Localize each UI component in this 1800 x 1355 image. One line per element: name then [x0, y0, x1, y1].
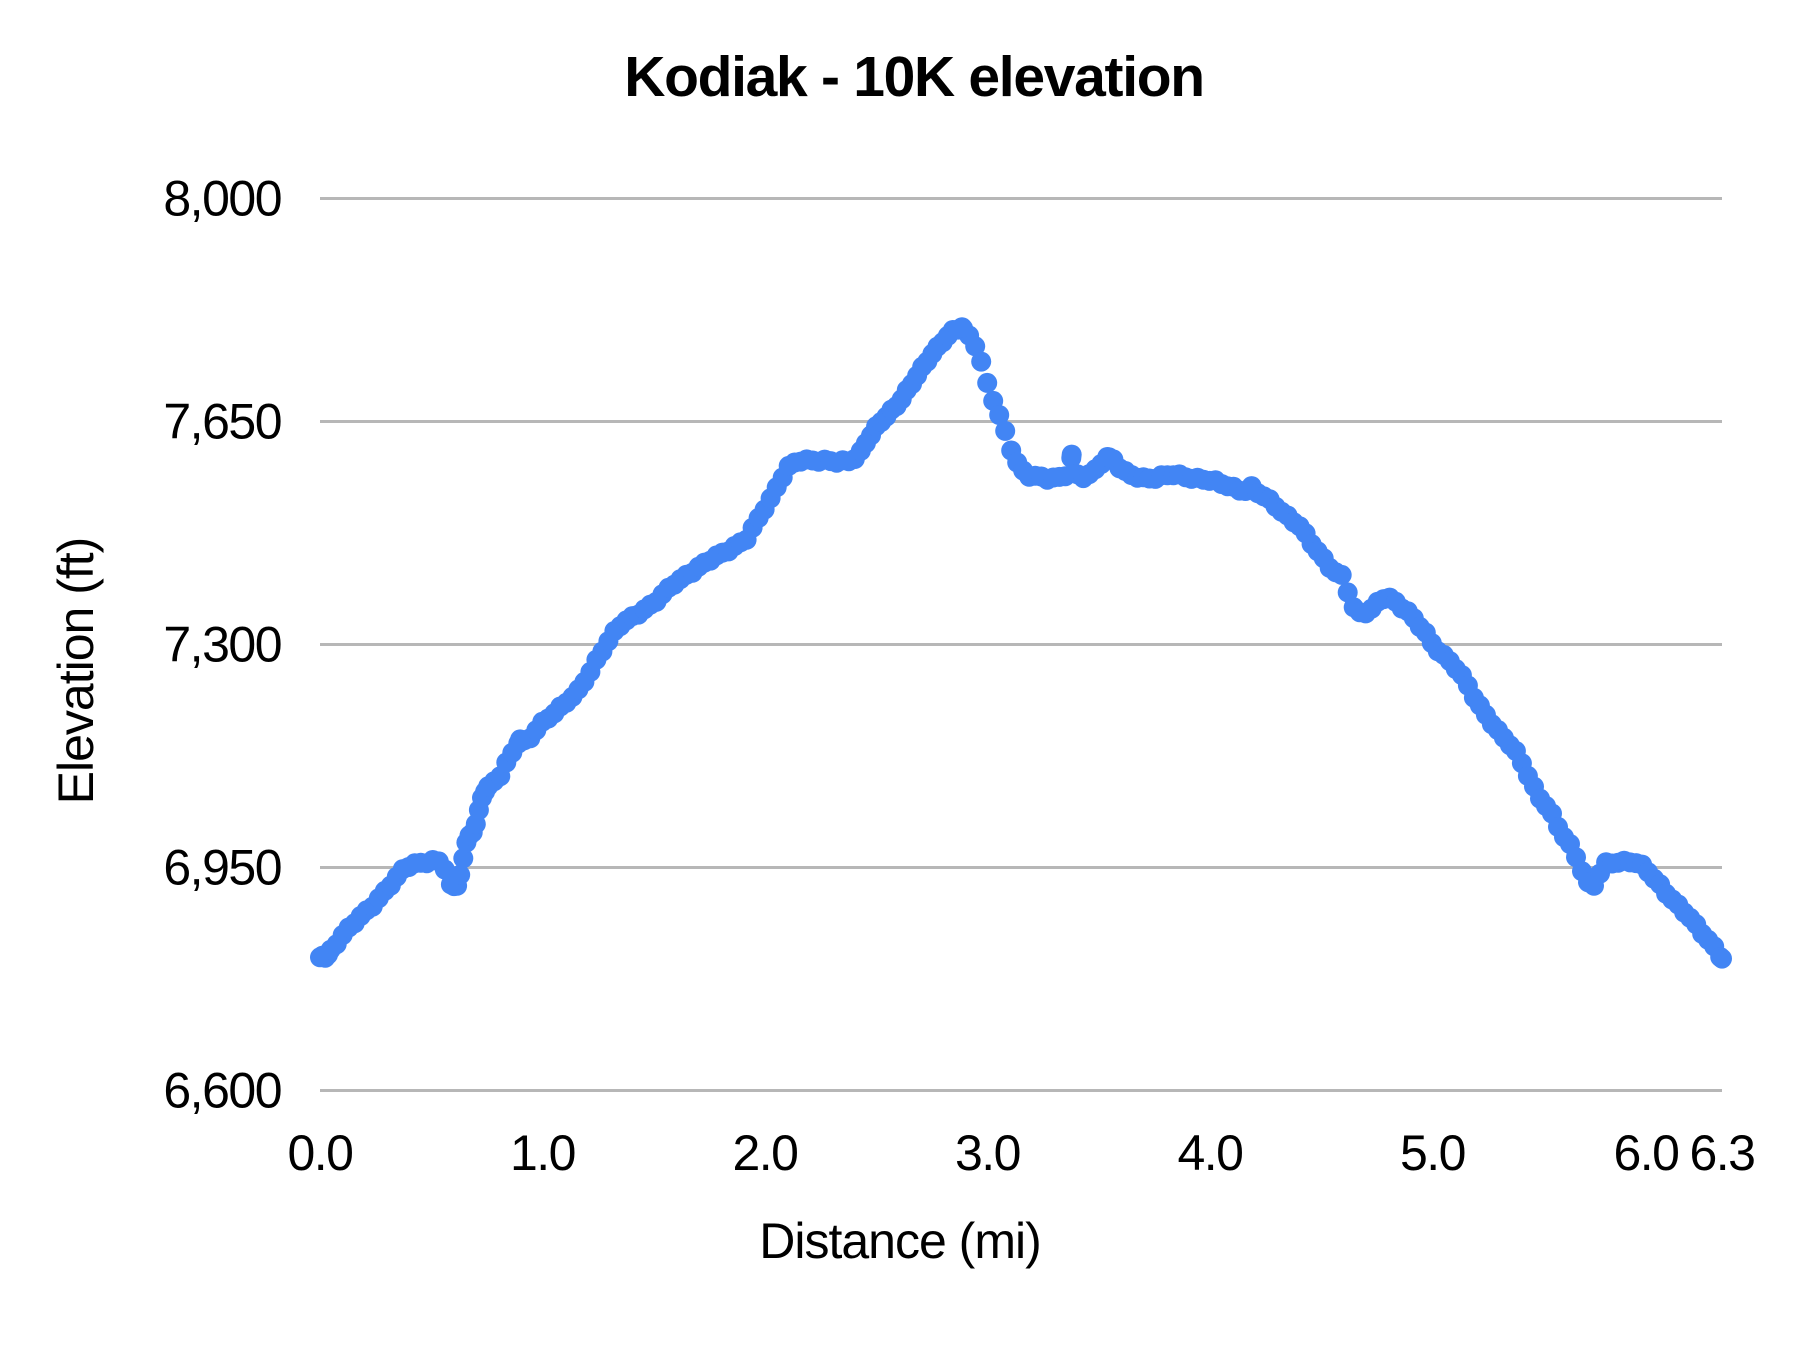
svg-text:7,650: 7,650	[163, 394, 281, 450]
svg-text:6,600: 6,600	[163, 1063, 281, 1119]
svg-text:Distance (mi): Distance (mi)	[759, 1213, 1040, 1269]
svg-text:Kodiak - 10K elevation: Kodiak - 10K elevation	[624, 45, 1204, 109]
svg-text:Elevation (ft): Elevation (ft)	[48, 538, 104, 805]
svg-text:7,300: 7,300	[163, 617, 281, 673]
svg-text:6.0: 6.0	[1613, 1125, 1678, 1181]
svg-text:3.0: 3.0	[955, 1125, 1020, 1181]
svg-text:8,000: 8,000	[163, 171, 281, 227]
svg-text:6.3: 6.3	[1689, 1125, 1754, 1181]
svg-text:1.0: 1.0	[510, 1125, 575, 1181]
svg-text:2.0: 2.0	[732, 1125, 797, 1181]
svg-text:0.0: 0.0	[287, 1125, 352, 1181]
svg-text:4.0: 4.0	[1177, 1125, 1242, 1181]
svg-text:5.0: 5.0	[1400, 1125, 1465, 1181]
svg-text:6,950: 6,950	[163, 840, 281, 896]
